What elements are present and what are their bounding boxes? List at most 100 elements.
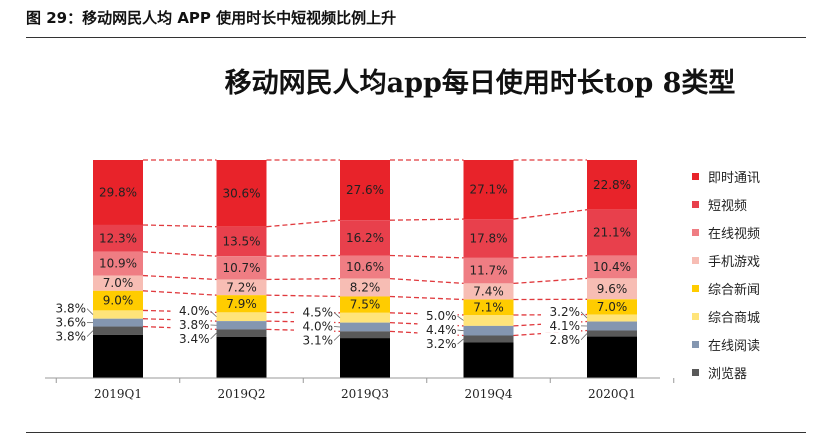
bar-segment [216,336,267,378]
data-label: 17.8% [469,231,507,245]
bar-segment [587,321,637,331]
leader-line [210,310,217,318]
connector-line [266,219,341,228]
bar-segment [216,295,267,313]
bar-segment [463,335,514,343]
legend-label: 综合商城 [708,311,760,326]
data-label: 3.2% [426,337,457,351]
connector-line [389,218,464,221]
data-label: 10.4% [593,260,631,274]
connector-line [142,224,217,228]
bar-segment [93,275,143,291]
legend-label: 手机游戏 [708,255,760,270]
data-label: 7.0% [597,300,628,314]
data-label: 3.6% [56,316,87,330]
top-rule [26,37,806,38]
data-label: 9.0% [103,294,134,308]
bar-segment [340,338,390,378]
data-label: 3.1% [303,333,334,347]
label-backdrop [541,304,581,319]
bar-segment [340,322,390,332]
leader-line [580,333,588,341]
chart-title: 移动网民人均app每日使用时长top 8类型 [224,68,736,99]
bar-segment [587,299,637,315]
bar-segment [93,310,143,319]
bar-segment [340,331,390,339]
bar-segment [463,219,514,258]
bar-segment [216,279,267,296]
connector-line [389,254,464,259]
bar-segment [216,312,267,322]
bar-segment [463,299,514,315]
connector-line [389,277,464,285]
leader-line [333,334,341,341]
leader-line [457,329,464,332]
leader-line [210,332,217,340]
category-label: 2020Q1 [588,387,636,401]
data-label: 27.1% [469,183,507,197]
data-label: 7.4% [473,284,504,298]
data-label: 3.2% [550,305,581,319]
bar-segment [340,160,390,221]
connector-line [513,277,588,285]
bar-segment [463,342,514,378]
label-backdrop [294,305,334,320]
legend-swatch [692,173,699,180]
legend-label: 即时通讯 [708,171,760,186]
label-backdrop [170,332,211,347]
data-label: 10.6% [346,260,384,274]
data-label: 7.5% [350,298,381,312]
connector-line [142,251,217,257]
bar-segment [93,290,143,311]
label-backdrop [170,318,211,333]
data-label: 9.6% [597,282,628,296]
data-label: 27.6% [346,183,384,197]
data-label: 10.7% [222,261,260,275]
leader-line [86,330,94,337]
bar-segment [340,312,390,323]
category-label: 2019Q3 [341,387,389,401]
legend-label: 综合新闻 [708,282,760,298]
legend-swatch [692,257,699,264]
bar-segment [463,325,514,336]
label-backdrop [294,319,334,334]
connector-line [513,255,588,259]
connector-line [513,209,588,220]
data-label: 7.0% [103,276,134,290]
leader-line [333,326,341,328]
connector-line [266,254,341,257]
data-label: 16.2% [346,231,384,245]
legend-swatch [692,341,699,348]
legend-swatch [692,229,699,236]
data-label: 3.8% [56,302,87,316]
data-label: 4.4% [426,323,457,337]
bar-segment [340,255,390,279]
label-backdrop [47,301,87,316]
connector-line [142,274,217,281]
label-backdrop [417,337,458,352]
data-label: 7.2% [226,280,257,294]
bar-segment [93,251,143,276]
legend-label: 短视频 [708,199,747,214]
bar-segment [340,278,390,297]
data-label: 4.0% [179,304,210,318]
legend-label: 浏览器 [708,366,747,382]
data-label: 7.9% [226,297,257,311]
category-label: 2019Q1 [94,387,142,401]
connector-line [389,295,464,301]
bar-segment [587,336,637,378]
label-backdrop [417,309,458,324]
bar-segment [463,283,514,300]
data-label: 10.9% [99,257,137,271]
data-label: 7.1% [473,300,504,314]
bar-segment [216,329,267,337]
data-label: 3.4% [179,332,210,346]
bar-segment [587,330,637,337]
bar-segment [463,314,514,326]
data-label: 4.0% [303,319,334,333]
data-label: 8.2% [350,281,381,295]
category-label: 2019Q4 [464,387,512,401]
bar-segment [587,209,637,256]
